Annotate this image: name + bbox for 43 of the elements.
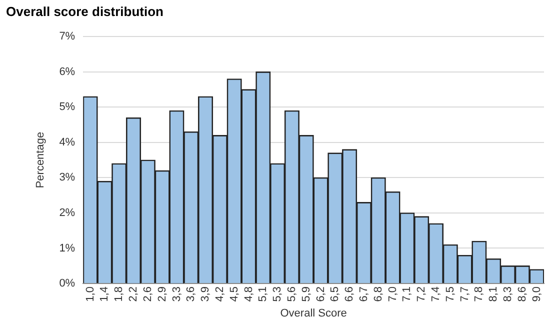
x-tick-label: 7,1 (401, 286, 414, 302)
x-tick-label: 8,6 (516, 286, 528, 302)
x-tick-label: 8,1 (488, 286, 500, 302)
x-tick-label: 6,6 (344, 286, 356, 302)
x-tick-label: 6,7 (358, 286, 370, 302)
y-tick-label: 7% (59, 30, 76, 43)
x-tick-label: 6,8 (372, 286, 384, 302)
x-tick-label: 1,0 (84, 286, 96, 302)
y-tick-label: 6% (59, 66, 76, 78)
y-tick-label: 1% (59, 242, 76, 254)
x-tick-label: 7,7 (458, 286, 471, 302)
x-tick-label: 3,6 (185, 286, 198, 302)
x-tick-label: 3,9 (200, 286, 212, 302)
x-tick-label: 1,8 (113, 286, 126, 302)
x-tick-label: 2,6 (142, 286, 154, 302)
x-tick-label: 7,8 (473, 286, 486, 302)
y-tick-label: 4% (59, 136, 76, 148)
x-tick-label: 7,4 (430, 286, 442, 302)
x-tick-label: 4,2 (214, 286, 226, 302)
y-tick-label: 5% (59, 101, 76, 114)
x-tick-label: 5,1 (257, 286, 270, 302)
x-tick-label: 5,3 (272, 286, 284, 302)
x-tick-label: 4,8 (242, 286, 255, 302)
x-tick-label: 7,0 (386, 286, 399, 302)
x-tick-label: 4,5 (228, 286, 240, 302)
x-tick-label: 7,2 (416, 286, 428, 302)
x-tick-label: 2,2 (128, 286, 140, 302)
y-tick-label: 0% (59, 278, 76, 290)
x-tick-label: 5,9 (300, 286, 312, 302)
x-tick-label: 6,5 (329, 286, 342, 302)
y-tick-label: 3% (59, 172, 76, 184)
y-axis-title: Percentage (34, 132, 47, 188)
x-tick-label: 8,3 (502, 286, 514, 302)
x-tick-label: 9,0 (530, 286, 543, 302)
x-tick-label: 2,9 (156, 286, 168, 302)
x-tick-label: 1,4 (98, 286, 111, 302)
x-tick-label: 6,2 (314, 286, 327, 302)
x-tick-label: 5,6 (286, 286, 298, 302)
y-tick-label: 2% (59, 206, 76, 219)
x-axis-title: Overall Score (280, 307, 347, 320)
x-tick-label: 3,3 (170, 286, 183, 302)
chart-title: Overall score distribution (6, 4, 164, 19)
x-tick-label: 7,5 (444, 286, 456, 302)
